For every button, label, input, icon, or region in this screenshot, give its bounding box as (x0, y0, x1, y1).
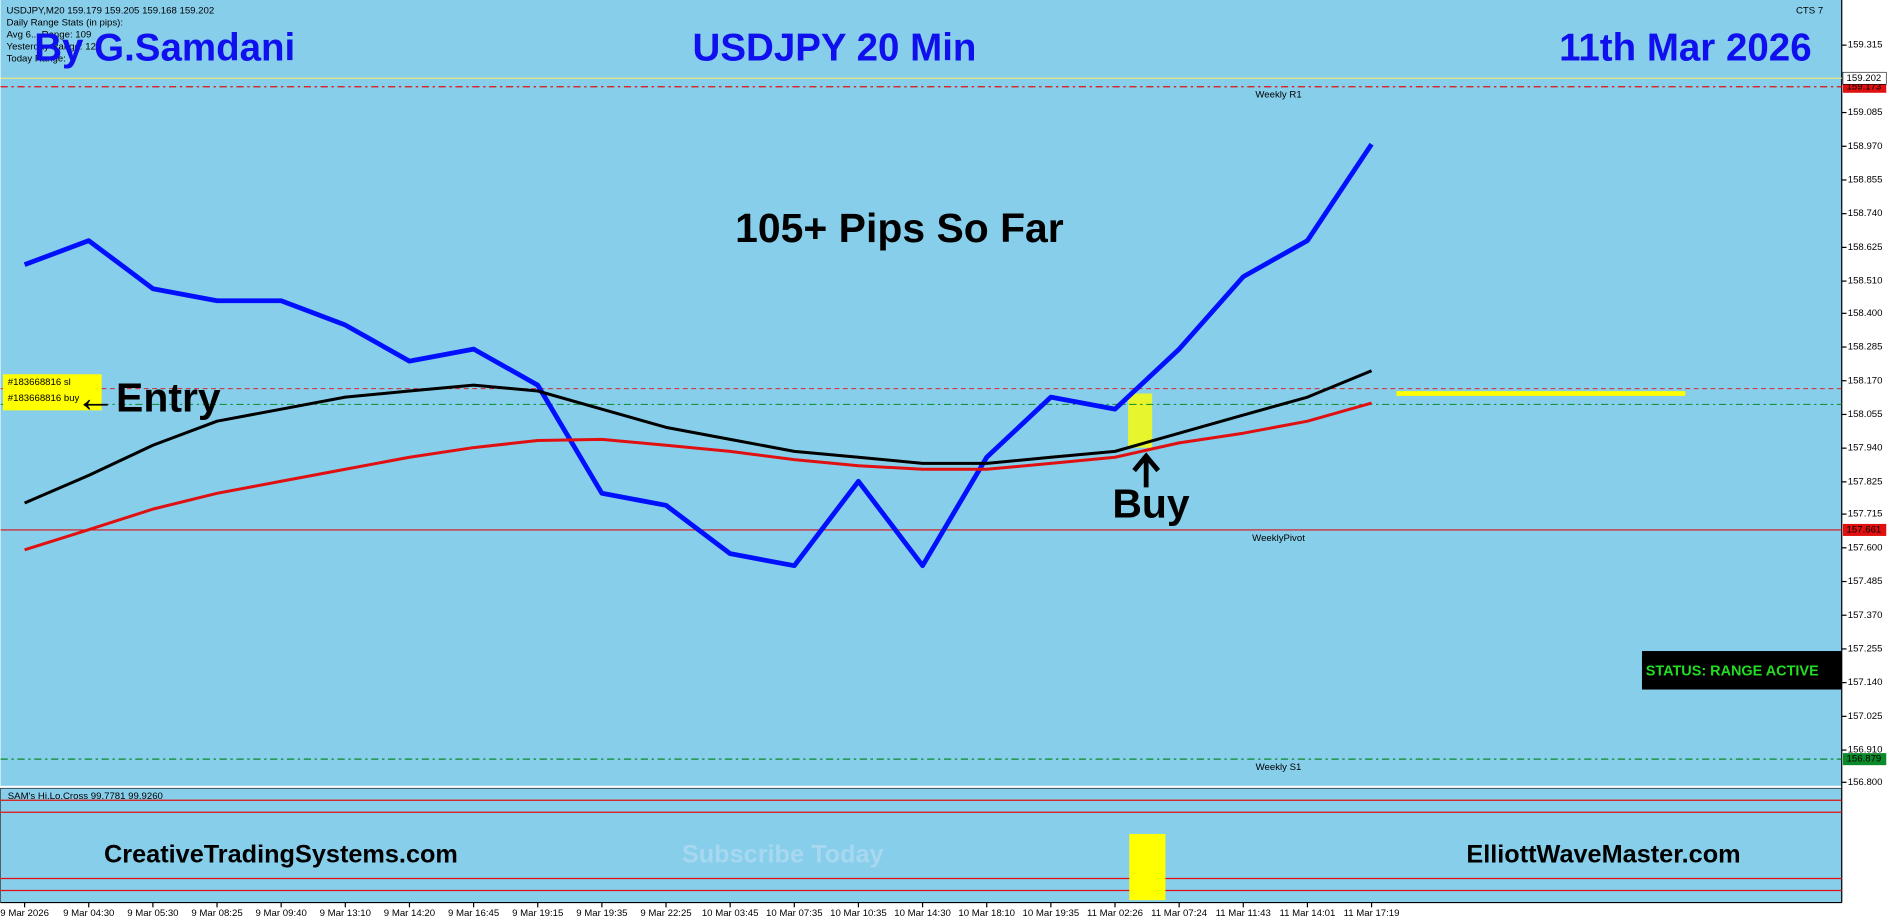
level-name: Weekly R1 (1255, 90, 1301, 101)
status-box (1641, 651, 1842, 690)
x-tick-label: 9 Mar 04:30 (63, 908, 114, 919)
pips-note: 105+ Pips So Far (735, 205, 1064, 251)
subscribe: Subscribe Today (682, 840, 884, 868)
x-tick-label: 9 Mar 19:35 (576, 908, 627, 919)
y-tick-label: 158.055 (1848, 409, 1883, 420)
y-tick-label: 158.510 (1848, 276, 1883, 287)
y-tick-label: 157.025 (1848, 711, 1883, 722)
x-tick-label: 9 Mar 14:20 (384, 908, 435, 919)
x-tick-label: 9 Mar 22:25 (640, 908, 691, 919)
bid-value: 159.202 (1847, 73, 1882, 84)
x-tick-label: 11 Mar 17:19 (1344, 908, 1400, 919)
site-left: CreativeTradingSystems.com (104, 840, 458, 868)
level-name: WeeklyPivot (1252, 533, 1305, 544)
buy-note: Buy (1112, 480, 1190, 526)
y-tick-label: 158.170 (1848, 375, 1883, 386)
y-tick-label: 158.625 (1848, 242, 1883, 253)
buy-highlight (1128, 393, 1153, 448)
x-tick-label: 10 Mar 07:35 (766, 908, 823, 919)
symbol-line: USDJPY,M20 159.179 159.205 159.168 159.2… (7, 5, 215, 16)
order-box (2, 374, 102, 411)
series-line (24, 369, 1373, 505)
y-tick-label: 158.400 (1848, 308, 1883, 319)
x-tick-label: 9 Mar 13:10 (320, 908, 371, 919)
y-tick-label: 157.715 (1848, 509, 1883, 520)
stats-title: Daily Range Stats (in pips): (7, 17, 123, 28)
x-tick-label: 9 Mar 05:30 (127, 908, 178, 919)
order-buy: #183668816 buy (8, 393, 80, 404)
y-tick-label: 158.970 (1848, 141, 1883, 152)
y-tick-label: 159.315 (1848, 40, 1883, 51)
y-tick-label: 157.140 (1848, 677, 1883, 688)
x-tick-label: 9 Mar 09:40 (256, 908, 307, 919)
level-box (1842, 753, 1887, 766)
y-tick-label: 156.910 (1848, 745, 1883, 756)
x-tick-label: 10 Mar 03:45 (702, 908, 759, 919)
oscillator-label: SAM's Hi.Lo.Cross 99.7781 99.9260 (8, 791, 163, 802)
buy-arrow (1132, 452, 1161, 488)
x-tick-label: 9 Mar 19:15 (512, 908, 563, 919)
x-tick-label: 9 Mar 16:45 (448, 908, 499, 919)
x-tick-label: 9 Mar 2026 (0, 908, 49, 919)
y-tick-label: 158.855 (1848, 175, 1883, 186)
y-tick-label: 157.485 (1848, 576, 1883, 587)
x-tick-label: 11 Mar 07:24 (1151, 908, 1208, 919)
level-value: 159.173 (1847, 81, 1882, 92)
site-right: ElliottWaveMaster.com (1466, 840, 1740, 868)
y-tick-label: 157.370 (1848, 610, 1883, 621)
entry-note: ←Entry (75, 375, 221, 421)
stats-line: Avg 6... Range: 109 (7, 29, 92, 40)
x-tick-label: 11 Mar 02:26 (1087, 908, 1143, 919)
y-tick-label: 157.825 (1848, 476, 1883, 487)
bid-box (1842, 71, 1887, 85)
x-tick-label: 11 Mar 11:43 (1216, 908, 1271, 919)
x-tick-label: 11 Mar 14:01 (1279, 908, 1335, 919)
x-tick-label: 9 Mar 08:25 (191, 908, 242, 919)
x-tick-label: 10 Mar 18:10 (958, 908, 1015, 919)
y-tick-label: 158.740 (1848, 208, 1883, 219)
x-tick-label: 10 Mar 14:30 (894, 908, 951, 919)
y-tick-label: 158.285 (1848, 342, 1883, 353)
chart-title: USDJPY 20 Min (693, 27, 977, 70)
level-name: Weekly S1 (1256, 762, 1302, 773)
level-value: 157.661 (1847, 524, 1882, 535)
order-sl: #183668816 sl (8, 377, 71, 388)
y-tick-label: 156.800 (1848, 777, 1883, 788)
y-tick-label: 159.085 (1848, 107, 1883, 118)
stats-line: Today Range: (7, 54, 66, 65)
buy-highlight (1129, 833, 1166, 901)
x-tick-label: 10 Mar 19:35 (1023, 908, 1080, 919)
author: By G.Samdani (34, 27, 295, 70)
y-tick-label: 157.600 (1848, 542, 1883, 553)
stats-line: Yesterday Range: 127 (7, 41, 102, 52)
series-line (23, 142, 1374, 569)
chart-date: 11th Mar 2026 (1559, 27, 1812, 70)
series-line (24, 401, 1372, 552)
y-tick-label: 157.940 (1848, 443, 1883, 454)
x-tick-label: 10 Mar 10:35 (830, 908, 887, 919)
level-value: 156.879 (1847, 754, 1882, 765)
status: STATUS: RANGE ACTIVE (1646, 663, 1819, 679)
oscillator-panel (0, 787, 1843, 903)
cts: CTS 7 (1796, 5, 1823, 16)
y-tick-label: 157.255 (1848, 643, 1883, 654)
level-box (1842, 523, 1887, 536)
